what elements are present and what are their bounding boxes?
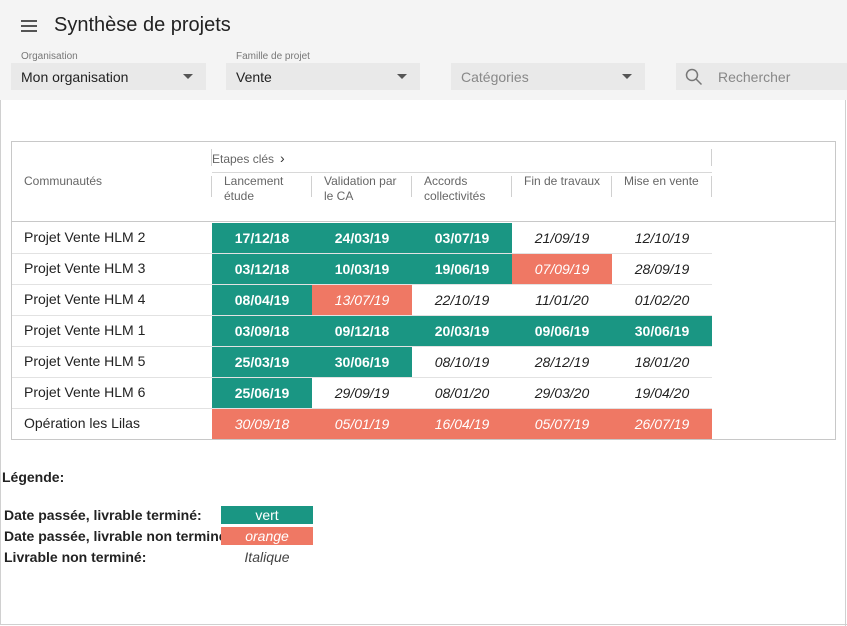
milestone-date-cell[interactable]: 20/03/19 xyxy=(412,316,512,346)
milestone-column-header: Lancement étude xyxy=(224,174,284,203)
milestone-date-cell[interactable]: 08/10/19 xyxy=(434,354,490,370)
project-name[interactable]: Projet Vente HLM 6 xyxy=(24,384,146,400)
chevron-down-icon xyxy=(397,74,407,79)
milestone-date-cell[interactable]: 03/07/19 xyxy=(412,223,512,253)
column-separator xyxy=(611,176,612,197)
project-name[interactable]: Projet Vente HLM 5 xyxy=(24,353,146,369)
milestone-date-cell[interactable]: 28/12/19 xyxy=(534,354,590,370)
milestone-date-cell[interactable]: 09/06/19 xyxy=(512,316,612,346)
milestone-date-cell[interactable]: 25/03/19 xyxy=(212,347,312,377)
milestone-date-cell[interactable]: 13/07/19 xyxy=(312,285,412,315)
header-divider xyxy=(12,221,835,222)
milestone-date-cell[interactable]: 12/10/19 xyxy=(634,230,690,246)
milestone-date-cell[interactable]: 17/12/18 xyxy=(212,223,312,253)
milestone-date-cell[interactable]: 30/06/19 xyxy=(612,316,712,346)
milestone-date-cell[interactable]: 16/04/19 xyxy=(412,409,512,439)
milestone-date-cell[interactable]: 03/09/18 xyxy=(212,316,312,346)
milestone-date-cell[interactable]: 10/03/19 xyxy=(312,254,412,284)
milestone-date-cell[interactable]: 29/09/19 xyxy=(334,385,390,401)
milestone-column-header: Mise en vente xyxy=(624,174,699,188)
chevron-down-icon xyxy=(622,74,632,79)
column-separator xyxy=(511,176,512,197)
milestone-date-cell[interactable]: 19/04/20 xyxy=(634,385,690,401)
milestone-column-header: Fin de travaux xyxy=(524,174,601,188)
row-divider xyxy=(12,253,712,254)
categories-select[interactable]: Catégories xyxy=(451,63,645,90)
project-name[interactable]: Projet Vente HLM 3 xyxy=(24,260,146,276)
project-name[interactable]: Projet Vente HLM 4 xyxy=(24,291,146,307)
group-separator xyxy=(711,149,712,166)
milestone-date-cell[interactable]: 19/06/19 xyxy=(412,254,512,284)
milestone-date-cell[interactable]: 18/01/20 xyxy=(634,354,690,370)
milestone-date-cell[interactable]: 08/01/20 xyxy=(434,385,490,401)
legend-label: Date passée, livrable non terminé: xyxy=(4,528,232,544)
chevron-down-icon xyxy=(183,74,193,79)
organisation-select[interactable]: Organisation Mon organisation xyxy=(11,51,206,90)
row-divider xyxy=(12,377,712,378)
milestone-date-cell[interactable]: 07/09/19 xyxy=(512,254,612,284)
milestone-column-header: Validation par le CA xyxy=(324,174,397,203)
legend-swatch: Italique xyxy=(244,549,290,565)
column-separator xyxy=(311,176,312,197)
legend-swatch: vert xyxy=(221,506,313,524)
legend-label: Date passée, livrable terminé: xyxy=(4,507,202,523)
milestone-date-cell[interactable]: 21/09/19 xyxy=(534,230,590,246)
milestone-date-cell[interactable]: 01/02/20 xyxy=(634,292,690,308)
frame-border xyxy=(845,100,846,626)
project-family-select[interactable]: Famille de projet Vente xyxy=(226,51,420,90)
top-bar: Synthèse de projets Organisation Mon org… xyxy=(0,0,847,100)
hamburger-menu-icon[interactable] xyxy=(21,19,37,33)
frame-border xyxy=(0,100,1,625)
row-divider xyxy=(12,408,712,409)
page-title: Synthèse de projets xyxy=(54,14,231,36)
milestone-date-cell[interactable]: 03/12/18 xyxy=(212,254,312,284)
column-separator xyxy=(211,176,212,197)
legend-label: Livrable non terminé: xyxy=(4,549,147,565)
project-family-value: Vente xyxy=(236,69,272,85)
milestone-date-cell[interactable]: 28/09/19 xyxy=(634,261,690,277)
categories-placeholder: Catégories xyxy=(461,69,529,85)
legend-swatch: orange xyxy=(221,527,313,545)
milestone-date-cell[interactable]: 26/07/19 xyxy=(612,409,712,439)
search-icon[interactable] xyxy=(685,68,703,86)
milestone-date-cell[interactable]: 09/12/18 xyxy=(312,316,412,346)
milestone-date-cell[interactable]: 05/01/19 xyxy=(312,409,412,439)
milestone-date-cell[interactable]: 24/03/19 xyxy=(312,223,412,253)
milestone-date-cell[interactable]: 29/03/20 xyxy=(534,385,590,401)
project-name[interactable]: Projet Vente HLM 1 xyxy=(24,322,146,338)
milestone-column-header: Accords collectivités xyxy=(424,174,486,203)
milestone-date-cell[interactable]: 30/06/19 xyxy=(312,347,412,377)
chevron-right-icon[interactable]: › xyxy=(280,150,285,166)
group-separator xyxy=(211,149,212,166)
milestone-date-cell[interactable]: 05/07/19 xyxy=(512,409,612,439)
row-divider xyxy=(12,346,712,347)
key-steps-header[interactable]: Etapes clés › xyxy=(212,150,285,166)
project-family-label: Famille de projet xyxy=(236,51,310,62)
key-steps-label: Etapes clés xyxy=(212,152,275,166)
project-name[interactable]: Projet Vente HLM 2 xyxy=(24,229,146,245)
row-divider xyxy=(12,315,712,316)
legend-title: Légende: xyxy=(2,469,65,485)
milestone-date-cell[interactable]: 22/10/19 xyxy=(434,292,490,308)
row-divider xyxy=(12,284,712,285)
organisation-label: Organisation xyxy=(21,51,78,62)
milestone-date-cell[interactable]: 25/06/19 xyxy=(212,378,312,408)
milestone-date-cell[interactable]: 11/01/20 xyxy=(535,292,589,308)
communities-column-header: Communautés xyxy=(24,174,103,188)
project-name[interactable]: Opération les Lilas xyxy=(24,415,140,431)
milestone-date-cell[interactable]: 30/09/18 xyxy=(212,409,312,439)
header-divider xyxy=(212,172,712,173)
search-box[interactable] xyxy=(676,63,847,90)
search-input[interactable] xyxy=(718,63,843,90)
column-separator xyxy=(411,176,412,197)
column-separator xyxy=(711,176,712,197)
milestone-date-cell[interactable]: 08/04/19 xyxy=(212,285,312,315)
frame-border xyxy=(0,624,847,625)
project-milestones-table xyxy=(11,141,836,440)
organisation-value: Mon organisation xyxy=(21,69,129,85)
